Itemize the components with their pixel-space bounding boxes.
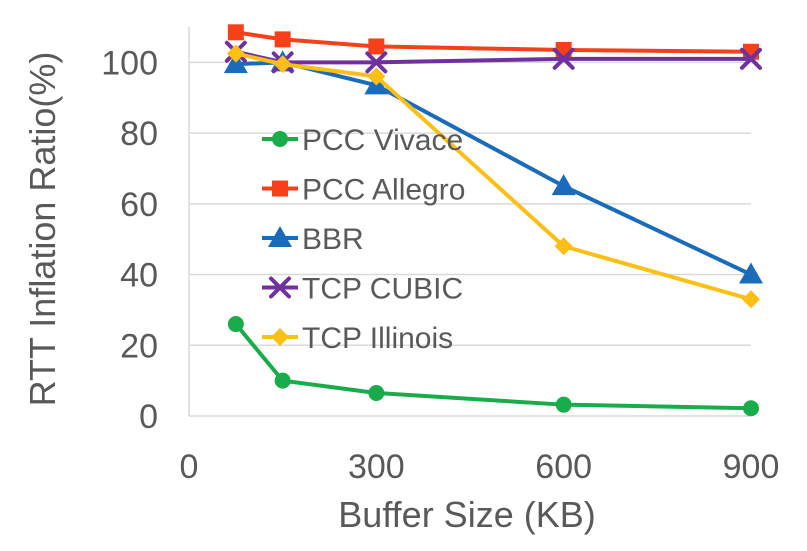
y-tick-label: 0	[139, 398, 158, 436]
data-point-tcp-illinois	[273, 55, 292, 74]
gridlines	[189, 61, 751, 347]
y-tick-label: 60	[120, 186, 158, 224]
legend-marker-bbr	[268, 226, 292, 247]
legend-marker-pcc-vivace	[272, 131, 288, 147]
data-point-tcp-illinois	[367, 67, 386, 86]
data-point-tcp-illinois	[554, 237, 573, 256]
legend-item-bbr: BBR	[262, 223, 364, 256]
y-tick-label: 80	[120, 115, 158, 153]
x-tick-label: 300	[348, 448, 405, 486]
legend-label: PCC Allegro	[302, 174, 465, 207]
series-line-pcc-allegro	[235, 30, 752, 54]
data-point-tcp-cubic	[740, 47, 762, 70]
x-tick-label: 600	[535, 448, 592, 486]
series-pcc-allegro	[227, 24, 759, 60]
data-point-tcp-cubic	[365, 51, 388, 74]
legend-item-tcp-illinois: TCP Illinois	[262, 322, 453, 355]
series-layer	[223, 24, 763, 417]
x-tick-label: 0	[180, 448, 199, 486]
legend-label: TCP Illinois	[302, 322, 453, 355]
y-axis-title: RTT Inflation Ratio(%)	[22, 52, 63, 407]
legend-marker-pcc-allegro	[272, 180, 288, 197]
data-point-pcc-vivace	[743, 400, 759, 417]
data-point-pcc-allegro	[368, 38, 385, 55]
data-point-tcp-cubic	[552, 47, 575, 70]
legend-label: PCC Vivace	[302, 124, 463, 157]
series-line-tcp-cubic	[235, 49, 751, 65]
data-point-pcc-allegro	[227, 24, 244, 41]
series-pcc-vivace	[227, 316, 759, 417]
data-point-pcc-vivace	[555, 396, 572, 413]
data-point-bbr	[223, 52, 248, 74]
axes	[188, 27, 751, 417]
legend-item-pcc-vivace: PCC Vivace	[262, 124, 463, 157]
legend: PCC Vivace PCC Allegro BBR TCP CUBIC TCP Ill…	[262, 124, 465, 355]
legend-item-tcp-cubic: TCP CUBIC	[262, 273, 463, 306]
data-point-tcp-illinois	[226, 44, 245, 63]
data-point-pcc-vivace	[274, 372, 291, 389]
data-point-pcc-vivace	[368, 385, 385, 402]
legend-label: BBR	[302, 223, 364, 256]
data-point-bbr	[739, 262, 763, 284]
legend-label: TCP CUBIC	[302, 273, 463, 306]
data-point-pcc-allegro	[274, 31, 291, 48]
legend-marker-tcp-cubic	[269, 276, 291, 299]
legend-item-pcc-allegro: PCC Allegro	[262, 174, 465, 207]
x-tick-label: 900	[723, 448, 780, 486]
y-tick-label: 100	[101, 44, 158, 82]
data-point-pcc-vivace	[227, 316, 244, 333]
x-axis-title: Buffer Size (KB)	[338, 494, 595, 535]
data-point-bbr	[551, 174, 576, 196]
data-point-tcp-illinois	[742, 290, 760, 309]
series-tcp-illinois	[226, 44, 760, 309]
tick-labels: 0 20 40 60 80 100 0 300 600 900	[101, 44, 779, 486]
y-tick-label: 20	[120, 327, 158, 365]
legend-marker-tcp-illinois	[271, 328, 289, 346]
y-tick-label: 40	[120, 257, 158, 295]
